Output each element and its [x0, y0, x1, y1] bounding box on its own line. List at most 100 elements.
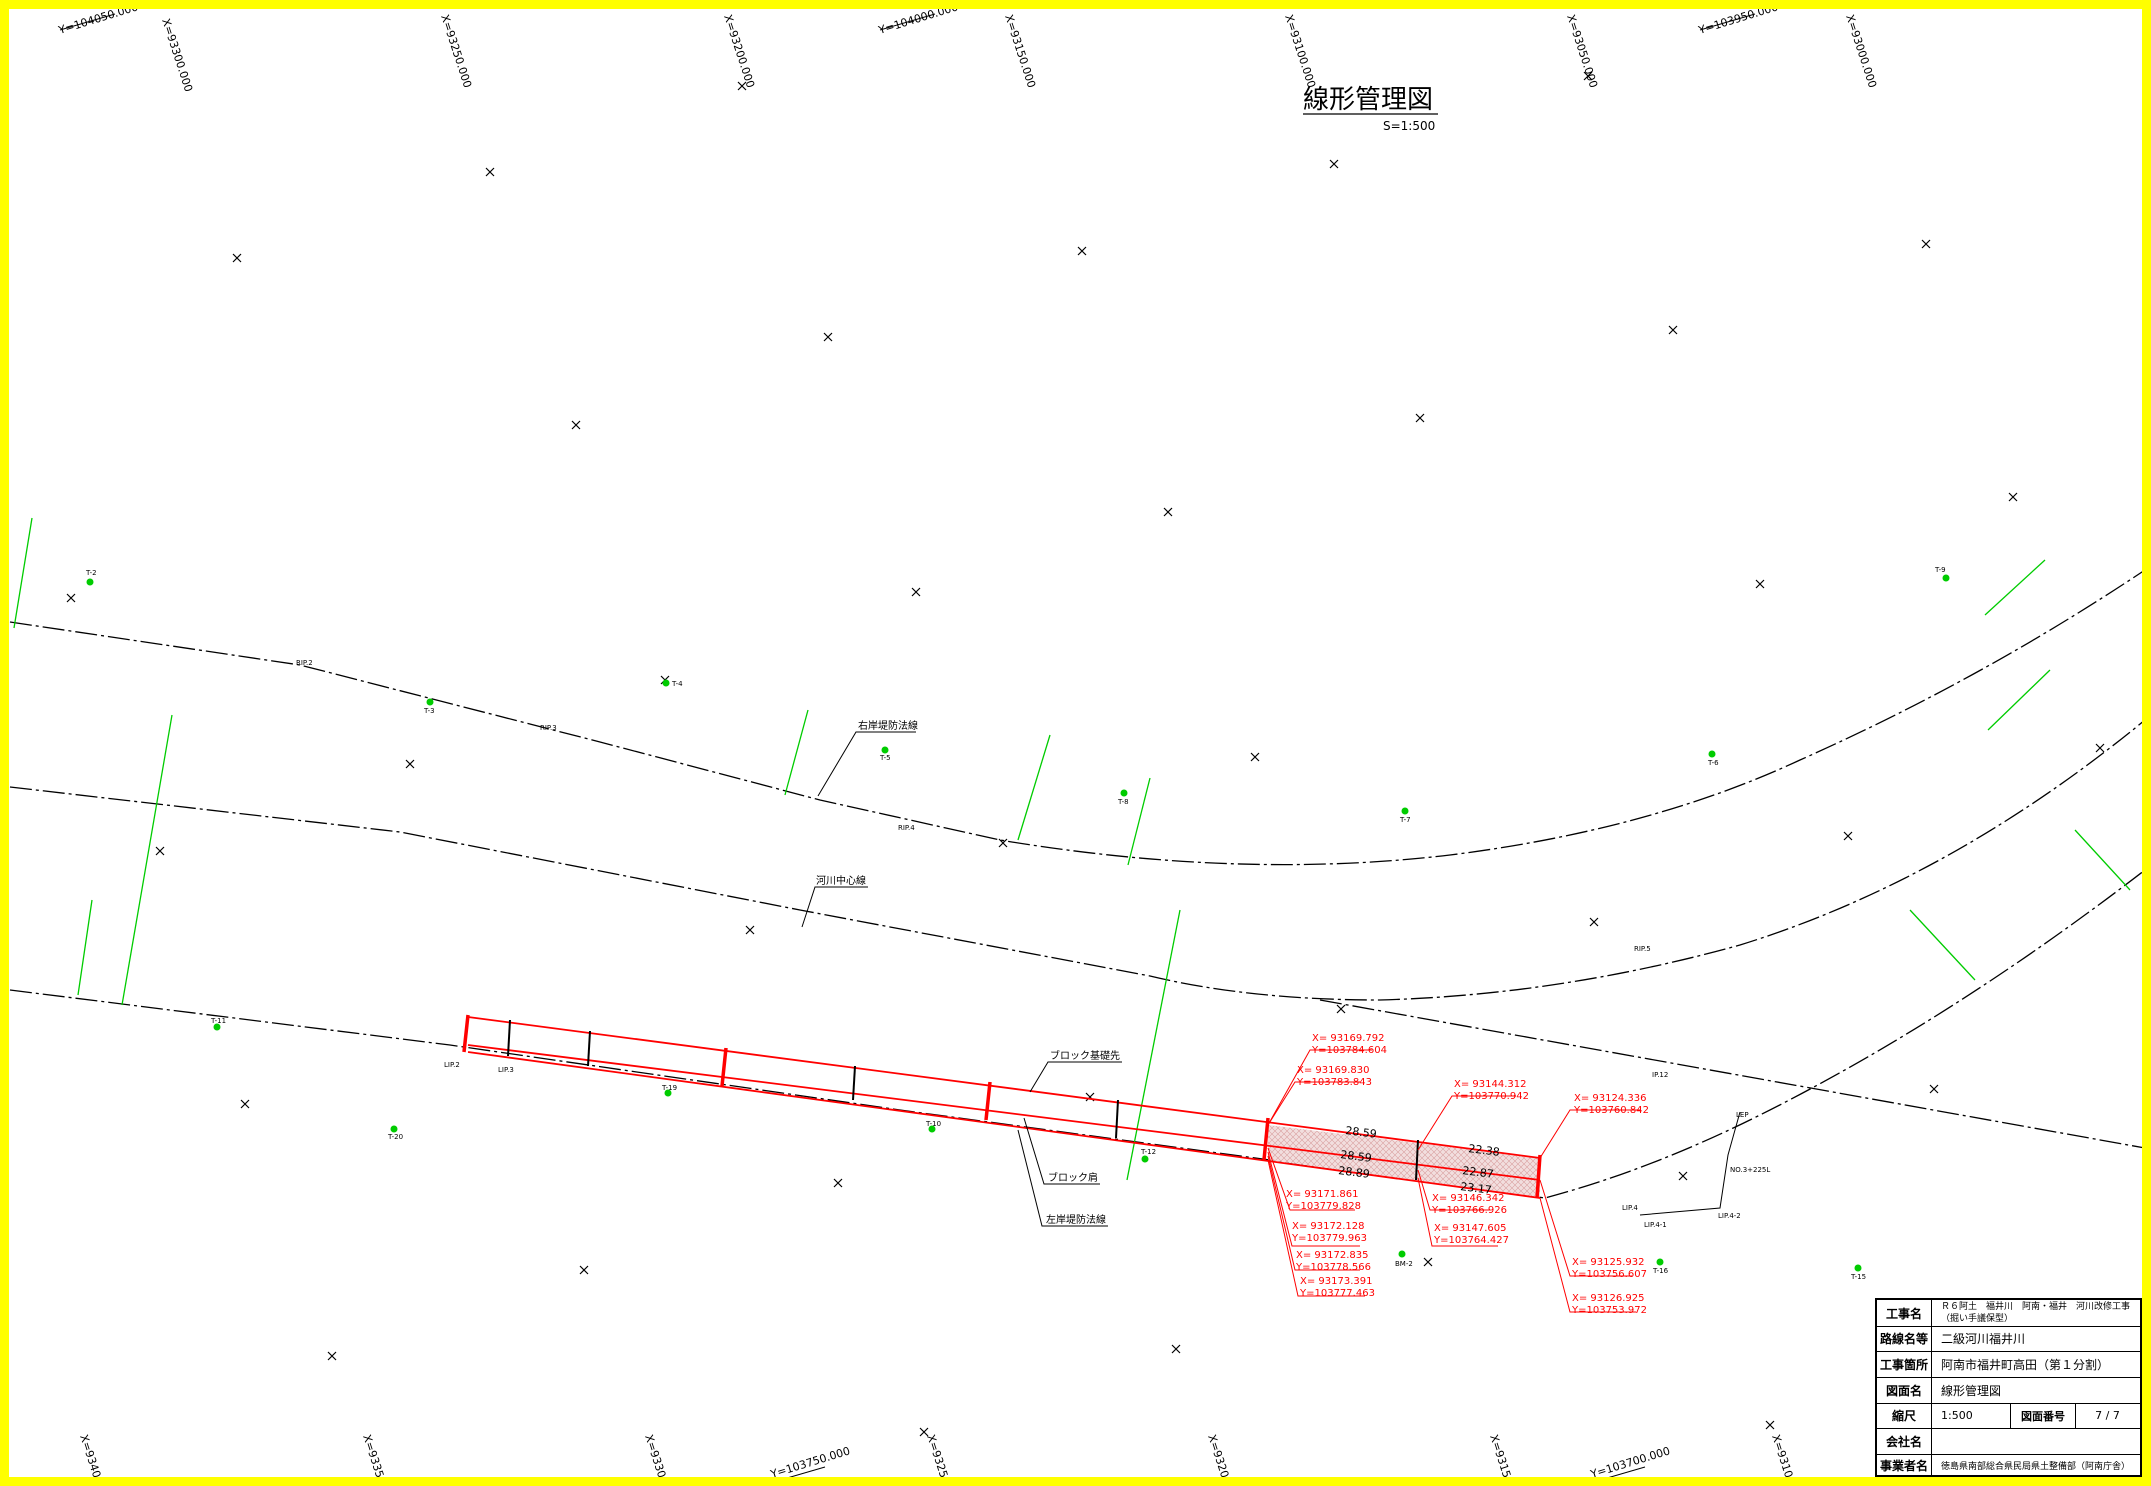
coord-y: Y=103764.427	[1433, 1235, 1509, 1246]
drawing-number-value: 7 / 7	[2095, 1409, 2120, 1422]
grid-cross	[155, 846, 165, 856]
distance-label: 28.59	[1345, 1124, 1378, 1141]
title-label: 会社名	[1877, 1428, 1932, 1454]
grid-cross	[571, 420, 581, 430]
left-bank-line	[9, 869, 2146, 1199]
title-value: 二級河川福井川	[1941, 1332, 2026, 1346]
coord-x: X= 93124.336	[1574, 1093, 1647, 1104]
point-label: LEP	[1736, 1111, 1749, 1119]
grid-label: X=93300.000	[159, 17, 195, 94]
point-label: LIP.4-2	[1718, 1212, 1741, 1220]
grid-cross	[1755, 579, 1765, 589]
title-row-location: 工事箇所 阿南市福井町高田（第１分割）	[1877, 1351, 2140, 1378]
grid-cross	[1843, 831, 1853, 841]
title-row-company: 会社名	[1877, 1428, 2140, 1455]
survey-lines	[13, 517, 2131, 1181]
coord-y: Y=103783.843	[1296, 1077, 1372, 1088]
secondary-line	[1319, 999, 2146, 1149]
grid-cross	[1329, 159, 1339, 169]
grid-cross	[823, 332, 833, 342]
point-label: IP.12	[1652, 1071, 1668, 1079]
grid-cross	[1583, 71, 1593, 81]
callout-block-foundation: ブロック基礎先	[1050, 1049, 1120, 1062]
point-label: RIP.5	[1634, 945, 1651, 953]
grid-label: X=93100.000	[1282, 13, 1318, 90]
grid-cross	[737, 81, 747, 91]
grid-cross	[1250, 752, 1260, 762]
point-label: T-12	[1140, 1148, 1156, 1156]
grid-label: X=93050.000	[1564, 13, 1600, 90]
coord-y: Y=103753.972	[1571, 1305, 1647, 1316]
grid-cross	[2095, 743, 2105, 753]
coordinate-callouts: X= 93169.792 Y=103784.604 X= 93169.830 Y…	[1285, 1033, 1649, 1316]
grid-cross	[1336, 1004, 1346, 1014]
grid-cross	[1423, 1257, 1433, 1267]
coord-x: X= 93144.312	[1454, 1079, 1527, 1090]
distance-label: 28.89	[1338, 1164, 1371, 1181]
distance-label: 22.87	[1462, 1164, 1495, 1181]
title-row-project: 工事名 Ｒ６阿土 福井川 阿南・福井 河川改修工事（１） （掘い手議保型）	[1877, 1300, 2140, 1327]
grid-cross	[405, 759, 415, 769]
coord-y: Y=103777.463	[1299, 1288, 1375, 1299]
coord-y: Y=103784.604	[1311, 1045, 1387, 1056]
grid-label: X=93300.000	[642, 1433, 678, 1486]
grid-label: X=93000.000	[1843, 13, 1879, 90]
coord-x: X= 93172.835	[1296, 1250, 1369, 1261]
hatched-area	[1268, 1125, 1540, 1198]
point-label: BM-2	[1395, 1260, 1413, 1268]
drawing-scale: S=1:500	[1383, 119, 1435, 133]
block-crown-line	[467, 1044, 1541, 1181]
point-label: T-10	[925, 1120, 941, 1128]
grid-cross	[998, 838, 1008, 848]
grid-cross	[1171, 1344, 1181, 1354]
point-label: T-3	[423, 707, 435, 715]
title-value: 徳島県南部総合県民局県土整備部（阿南庁舎）	[1941, 1462, 2131, 1472]
point-label: LIP.3	[498, 1066, 514, 1074]
point-label: T-7	[1399, 816, 1411, 824]
title-value	[1941, 1428, 2136, 1454]
point-label: T-20	[387, 1133, 403, 1141]
point-label: T-2	[85, 569, 97, 577]
grid-label: X=93400.000	[77, 1433, 113, 1486]
grid-label: X=93200.000	[721, 13, 757, 90]
coord-y: Y=103779.963	[1291, 1233, 1367, 1244]
callout-river-center-line: 河川中心線	[816, 874, 866, 887]
point-label: T-16	[1652, 1267, 1669, 1275]
distance-labels: 28.59 28.59 28.89 22.38 22.87 23.17	[1338, 1124, 1501, 1197]
point-label: RIP.3	[540, 724, 557, 732]
point-label: T-5	[879, 754, 891, 762]
point-label: T-6	[1707, 759, 1719, 767]
title-row-scale: 縮尺 1:500 図面番号 7 / 7	[1877, 1403, 2140, 1429]
coord-x: X= 93172.128	[1292, 1221, 1365, 1232]
coord-x: X= 93146.342	[1432, 1193, 1505, 1204]
grid-cross	[1589, 917, 1599, 927]
grid-cross	[66, 593, 76, 603]
grid-cross	[2008, 492, 2018, 502]
grid-cross	[579, 1265, 589, 1275]
grid-cross	[1678, 1171, 1688, 1181]
grid-crosses	[66, 71, 2105, 1437]
grid-cross	[1921, 239, 1931, 249]
coord-x: X= 93173.391	[1300, 1276, 1373, 1287]
grid-cross	[1415, 413, 1425, 423]
coord-leaders	[1267, 1049, 1640, 1313]
coord-x: X= 93125.932	[1572, 1257, 1645, 1268]
grid-labels-top: Y=104050.000 X=93300.000 X=93250.000 X=9…	[56, 0, 1879, 93]
grid-cross	[485, 167, 495, 177]
project-name: Ｒ６阿土 福井川 阿南・福井 河川改修工事（１）	[1941, 1302, 2136, 1312]
coord-x: X= 93126.925	[1572, 1293, 1645, 1304]
callout-right-bank-line: 右岸堤防法線	[858, 719, 918, 732]
callout-left-bank-line: 左岸堤防法線	[1046, 1213, 1106, 1226]
point-label: T-8	[1117, 798, 1129, 806]
title-label: 図面名	[1877, 1377, 1932, 1403]
point-label: T-4	[671, 680, 683, 688]
river-center-line	[9, 719, 2146, 1001]
title-label: 事業者名	[1877, 1454, 1932, 1477]
scale-value: 1:500	[1941, 1409, 1973, 1422]
grid-cross	[1929, 1084, 1939, 1094]
coord-x: X= 93147.605	[1434, 1223, 1507, 1234]
grid-cross	[1163, 507, 1173, 517]
title-label: 縮尺	[1877, 1403, 1932, 1428]
grid-cross	[833, 1178, 843, 1188]
